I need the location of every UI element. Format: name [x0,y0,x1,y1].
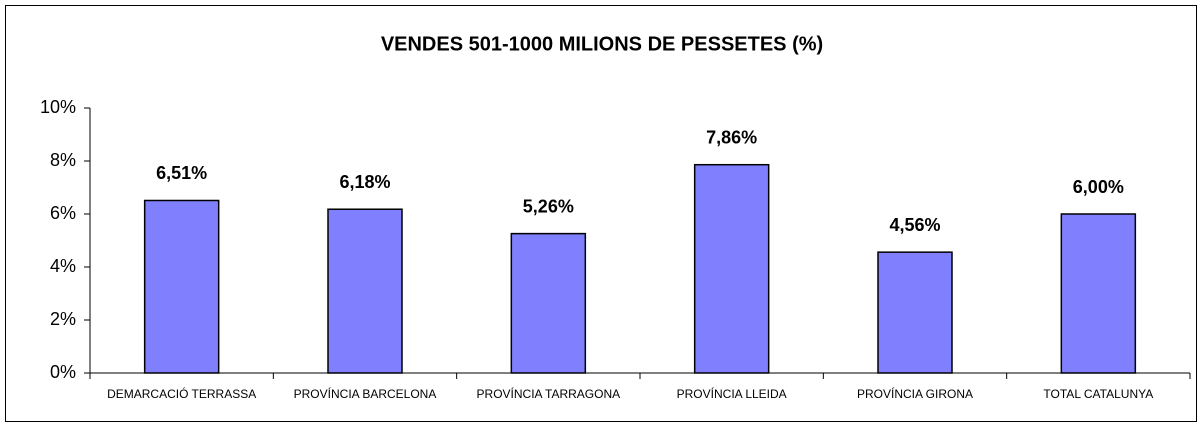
value-label: 4,56% [889,215,940,235]
value-label: 6,51% [156,163,207,183]
bar [327,208,403,374]
bar [693,163,770,374]
y-tick-label: 10% [40,97,76,117]
x-tick-label: PROVÍNCIA GIRONA [857,386,973,401]
value-label: 6,00% [1073,177,1124,197]
x-tick-label: PROVÍNCIA TARRAGONA [477,386,621,401]
y-tick-label: 8% [50,150,76,170]
y-tick-label: 0% [50,362,76,382]
chart-title: VENDES 501-1000 MILIONS DE PESSETES (%) [381,33,823,55]
y-tick-label: 2% [50,309,76,329]
y-tick-label: 6% [50,203,76,223]
bar [877,251,953,374]
x-tick-label: PROVÍNCIA BARCELONA [294,386,437,401]
x-tick-label: PROVÍNCIA LLEIDA [677,386,787,401]
bar [1060,213,1137,374]
bar [143,199,220,374]
bar [510,232,587,374]
x-tick-label: TOTAL CATALUNYA [1043,387,1153,401]
value-label: 5,26% [523,196,574,216]
value-label: 7,86% [706,127,757,147]
x-tick-label: DEMARCACIÓ TERRASSA [107,386,256,401]
value-label: 6,18% [339,172,390,192]
y-tick-label: 4% [50,256,76,276]
